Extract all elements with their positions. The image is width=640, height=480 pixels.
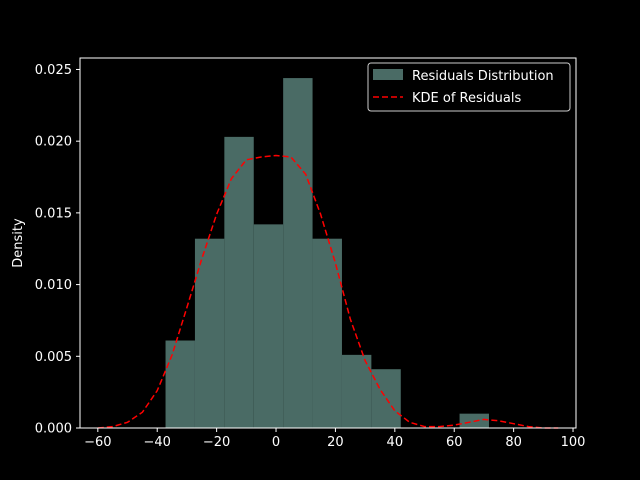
x-tick-label: 40 [387,435,404,450]
legend-label-histogram: Residuals Distribution [412,69,554,84]
x-tick-label: −40 [144,435,171,450]
x-tick-label: −60 [84,435,111,450]
x-tick-label: 80 [505,435,522,450]
histogram-bar-5 [312,238,342,428]
histogram-bar-4 [283,78,313,429]
histogram-bar-2 [224,136,254,428]
plot-frame [79,57,577,429]
y-tick-label: 0.025 [35,63,72,78]
y-tick-label: 0.005 [35,350,72,365]
legend-box [367,62,571,112]
x-tick-label: −20 [203,435,230,450]
x-tick-label: 60 [446,435,463,450]
y-axis-label: Density [11,218,26,268]
legend: Residuals Distribution KDE of Residuals [367,62,571,112]
histogram-bar-3 [253,224,284,428]
y-tick-label: 0.000 [35,422,72,437]
legend-swatch-histogram [373,69,403,80]
histogram-bars [165,78,489,429]
histogram-bar-0 [165,340,195,428]
y-tick-label: 0.015 [35,206,72,221]
histogram-bar-1 [194,238,225,428]
kde-line [97,154,559,429]
legend-label-kde: KDE of Residuals [412,91,521,106]
histogram-bar-6 [341,354,372,428]
y-tick-label: 0.010 [35,278,72,293]
x-axis: −60 −40 −20 0 20 40 60 80 100 [84,428,585,450]
y-axis: 0.000 0.005 0.010 0.015 0.020 0.025 [35,63,80,437]
x-tick-label: 0 [272,435,280,450]
x-tick-label: 100 [561,435,586,450]
x-tick-label: 20 [327,435,344,450]
y-tick-label: 0.020 [35,135,72,150]
kde-layer [97,154,559,429]
